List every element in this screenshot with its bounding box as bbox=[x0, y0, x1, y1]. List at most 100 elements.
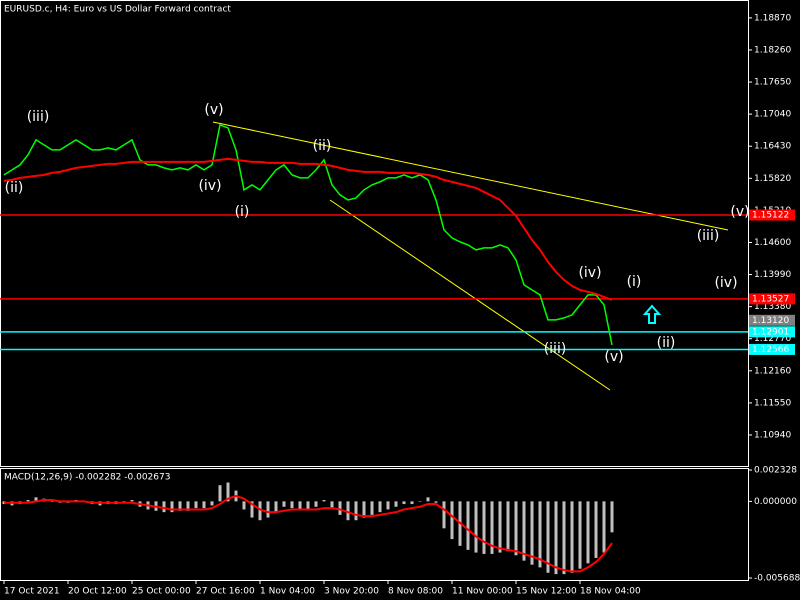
x-tick-label: 27 Oct 16:00 bbox=[196, 587, 255, 597]
x-tick-label: 3 Nov 20:00 bbox=[324, 587, 379, 597]
histogram-bar bbox=[266, 501, 270, 518]
histogram-bar bbox=[346, 501, 350, 521]
trendline bbox=[329, 199, 611, 391]
wave-label: (i) bbox=[627, 274, 642, 290]
price-panel-frame bbox=[0, 0, 749, 467]
histogram-bar bbox=[402, 501, 406, 505]
histogram-bar bbox=[170, 501, 174, 513]
chart-title: EURUSD.c, H4: Euro vs US Dollar Forward … bbox=[4, 5, 231, 15]
y-tick-label: 1.14600 bbox=[754, 238, 791, 248]
histogram-bar bbox=[450, 501, 454, 540]
y-tick-label: 1.12770 bbox=[754, 334, 791, 344]
histogram-bar bbox=[194, 501, 198, 509]
histogram-bar bbox=[130, 500, 134, 502]
histogram-bar bbox=[554, 501, 558, 575]
wave-label: (v) bbox=[604, 349, 623, 365]
wave-label: (i) bbox=[235, 204, 250, 220]
histogram-bar bbox=[26, 500, 30, 502]
histogram-bar bbox=[442, 501, 446, 529]
histogram-bar bbox=[290, 501, 294, 509]
histogram-bar bbox=[186, 501, 190, 511]
histogram-bar bbox=[378, 501, 382, 513]
histogram-bar bbox=[490, 501, 494, 554]
histogram-bar bbox=[258, 501, 262, 521]
histogram-bar bbox=[466, 501, 470, 550]
histogram-bar bbox=[322, 500, 326, 502]
histogram-bar bbox=[338, 501, 342, 515]
wave-label: (iv) bbox=[714, 275, 737, 291]
histogram-bar bbox=[594, 501, 598, 558]
x-tick-label: 25 Oct 00:00 bbox=[132, 587, 191, 597]
histogram-bar bbox=[426, 497, 430, 502]
histogram-bar bbox=[546, 501, 550, 573]
histogram-bar bbox=[370, 501, 374, 515]
histogram-bar bbox=[362, 501, 366, 518]
histogram-bar bbox=[242, 501, 246, 510]
wave-label: (ii) bbox=[5, 180, 24, 196]
price-level-box bbox=[749, 343, 795, 355]
histogram-bar bbox=[330, 501, 334, 509]
wave-label: (v) bbox=[730, 204, 749, 220]
x-tick-label: 15 Nov 12:00 bbox=[516, 587, 577, 597]
wave-label: (ii) bbox=[313, 138, 332, 154]
x-tick-label: 11 Nov 00:00 bbox=[452, 587, 513, 597]
histogram-bar bbox=[386, 501, 390, 510]
price-level-label: 1.12566 bbox=[752, 345, 789, 355]
macd-panel-frame bbox=[0, 468, 749, 581]
series-line bbox=[3, 157, 613, 301]
histogram-bar bbox=[394, 501, 398, 507]
y2-tick-label: -0.005688 bbox=[754, 574, 800, 584]
histogram-bar bbox=[298, 501, 302, 510]
histogram-bar bbox=[34, 497, 38, 502]
wave-label: (ii) bbox=[657, 335, 676, 351]
histogram-bar bbox=[562, 501, 566, 575]
histogram-bar bbox=[210, 501, 214, 506]
histogram-bar bbox=[570, 501, 574, 573]
histogram-bar bbox=[578, 501, 582, 569]
histogram-bar bbox=[482, 501, 486, 554]
histogram-bar bbox=[226, 482, 230, 502]
wave-label: (iii) bbox=[544, 341, 567, 357]
histogram-bar bbox=[586, 501, 590, 564]
macd-title: MACD(12,26,9) -0.002282 -0.002673 bbox=[4, 473, 170, 483]
series-line bbox=[4, 494, 613, 573]
y2-tick-label: 0.002328 bbox=[754, 466, 797, 476]
up-arrow bbox=[642, 304, 662, 324]
y-tick-label: 1.10940 bbox=[754, 430, 791, 440]
y-tick-label: 1.18260 bbox=[754, 45, 791, 55]
wave-label: (iv) bbox=[578, 265, 601, 281]
y-tick-label: 1.16430 bbox=[754, 142, 791, 152]
y-tick-label: 1.18870 bbox=[754, 13, 791, 23]
histogram-bar bbox=[434, 501, 438, 503]
y2-tick-label: 0.000000 bbox=[754, 497, 797, 507]
histogram-bar bbox=[202, 501, 206, 509]
histogram-bar bbox=[522, 501, 526, 561]
histogram-bar bbox=[506, 501, 510, 552]
histogram-bar bbox=[178, 501, 182, 511]
y-tick-label: 1.15820 bbox=[754, 174, 791, 184]
histogram-bar bbox=[498, 501, 502, 553]
histogram-bar bbox=[274, 501, 278, 513]
histogram-bar bbox=[50, 501, 54, 502]
y-tick-label: 1.13380 bbox=[754, 302, 791, 312]
x-tick-label: 20 Oct 12:00 bbox=[68, 587, 127, 597]
wave-label: (iii) bbox=[697, 228, 720, 244]
price-level-box bbox=[749, 314, 795, 326]
histogram-bar bbox=[162, 501, 166, 513]
histogram-bar bbox=[474, 501, 478, 553]
price-level-box bbox=[749, 209, 795, 221]
price-level-label: 1.13527 bbox=[752, 294, 789, 304]
y-tick-label: 1.11550 bbox=[754, 398, 791, 408]
histogram-bar bbox=[410, 501, 414, 505]
x-tick-label: 17 Oct 2021 bbox=[4, 587, 60, 597]
histogram-bar bbox=[418, 501, 422, 502]
y-tick-label: 1.17650 bbox=[754, 78, 791, 88]
y-tick-label: 1.17040 bbox=[754, 110, 791, 120]
histogram-bar bbox=[218, 485, 222, 502]
histogram-bar bbox=[530, 501, 534, 565]
price-level-box bbox=[749, 326, 795, 338]
histogram-bar bbox=[306, 501, 310, 510]
price-level-label: 1.12901 bbox=[752, 327, 789, 337]
histogram-bar bbox=[282, 501, 286, 507]
wave-label: (v) bbox=[204, 102, 223, 118]
